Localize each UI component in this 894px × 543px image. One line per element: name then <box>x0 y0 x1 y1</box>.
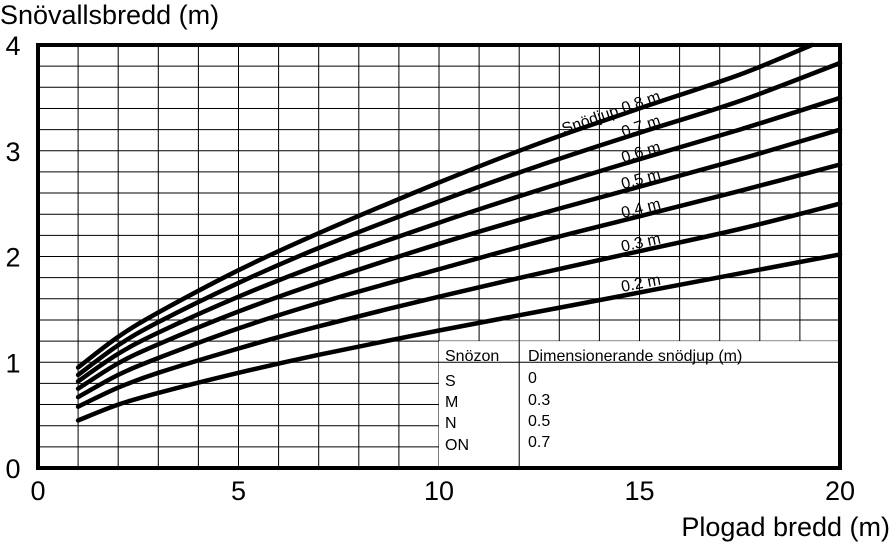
table-depth-s: 0 <box>528 370 537 387</box>
series-line <box>75 60 843 378</box>
table-header-zone: Snözon <box>445 348 499 365</box>
zone-table: Snözon Dimensionerande snödjup (m) S 0 M… <box>439 341 838 466</box>
table-depth-n: 0.5 <box>528 413 550 430</box>
y-tick-label: 1 <box>5 348 20 378</box>
y-tick-label: 3 <box>5 137 20 167</box>
table-zone-n: N <box>445 415 457 432</box>
y-tick-label: 0 <box>5 454 20 484</box>
table-zone-m: M <box>445 394 458 411</box>
series-line <box>75 162 843 400</box>
series-line <box>75 42 815 370</box>
plot-frame <box>36 43 842 470</box>
series-line <box>75 252 843 423</box>
tick-labels: 0 5 10 15 20 0 1 2 3 4 <box>5 31 855 506</box>
table-zone-s: S <box>445 373 456 390</box>
table-zone-on: ON <box>445 437 469 454</box>
y-axis-title: Snövallsbredd (m) <box>0 0 219 30</box>
series-line <box>75 201 843 409</box>
x-tick-label: 15 <box>624 476 654 506</box>
table-depth-m: 0.3 <box>528 392 550 409</box>
series-lines <box>75 42 843 423</box>
x-tick-label: 10 <box>424 476 454 506</box>
series-line <box>75 127 843 391</box>
x-tick-label: 20 <box>825 476 855 506</box>
table-header-depth: Dimensionerande snödjup (m) <box>528 348 742 365</box>
table-depth-on: 0.7 <box>528 434 550 451</box>
series-line <box>75 95 843 384</box>
x-axis-title: Plogad bredd (m) <box>681 512 890 542</box>
x-tick-label: 0 <box>30 476 45 506</box>
y-tick-label: 2 <box>5 243 20 273</box>
x-tick-label: 5 <box>231 476 246 506</box>
y-tick-label: 4 <box>5 31 20 61</box>
